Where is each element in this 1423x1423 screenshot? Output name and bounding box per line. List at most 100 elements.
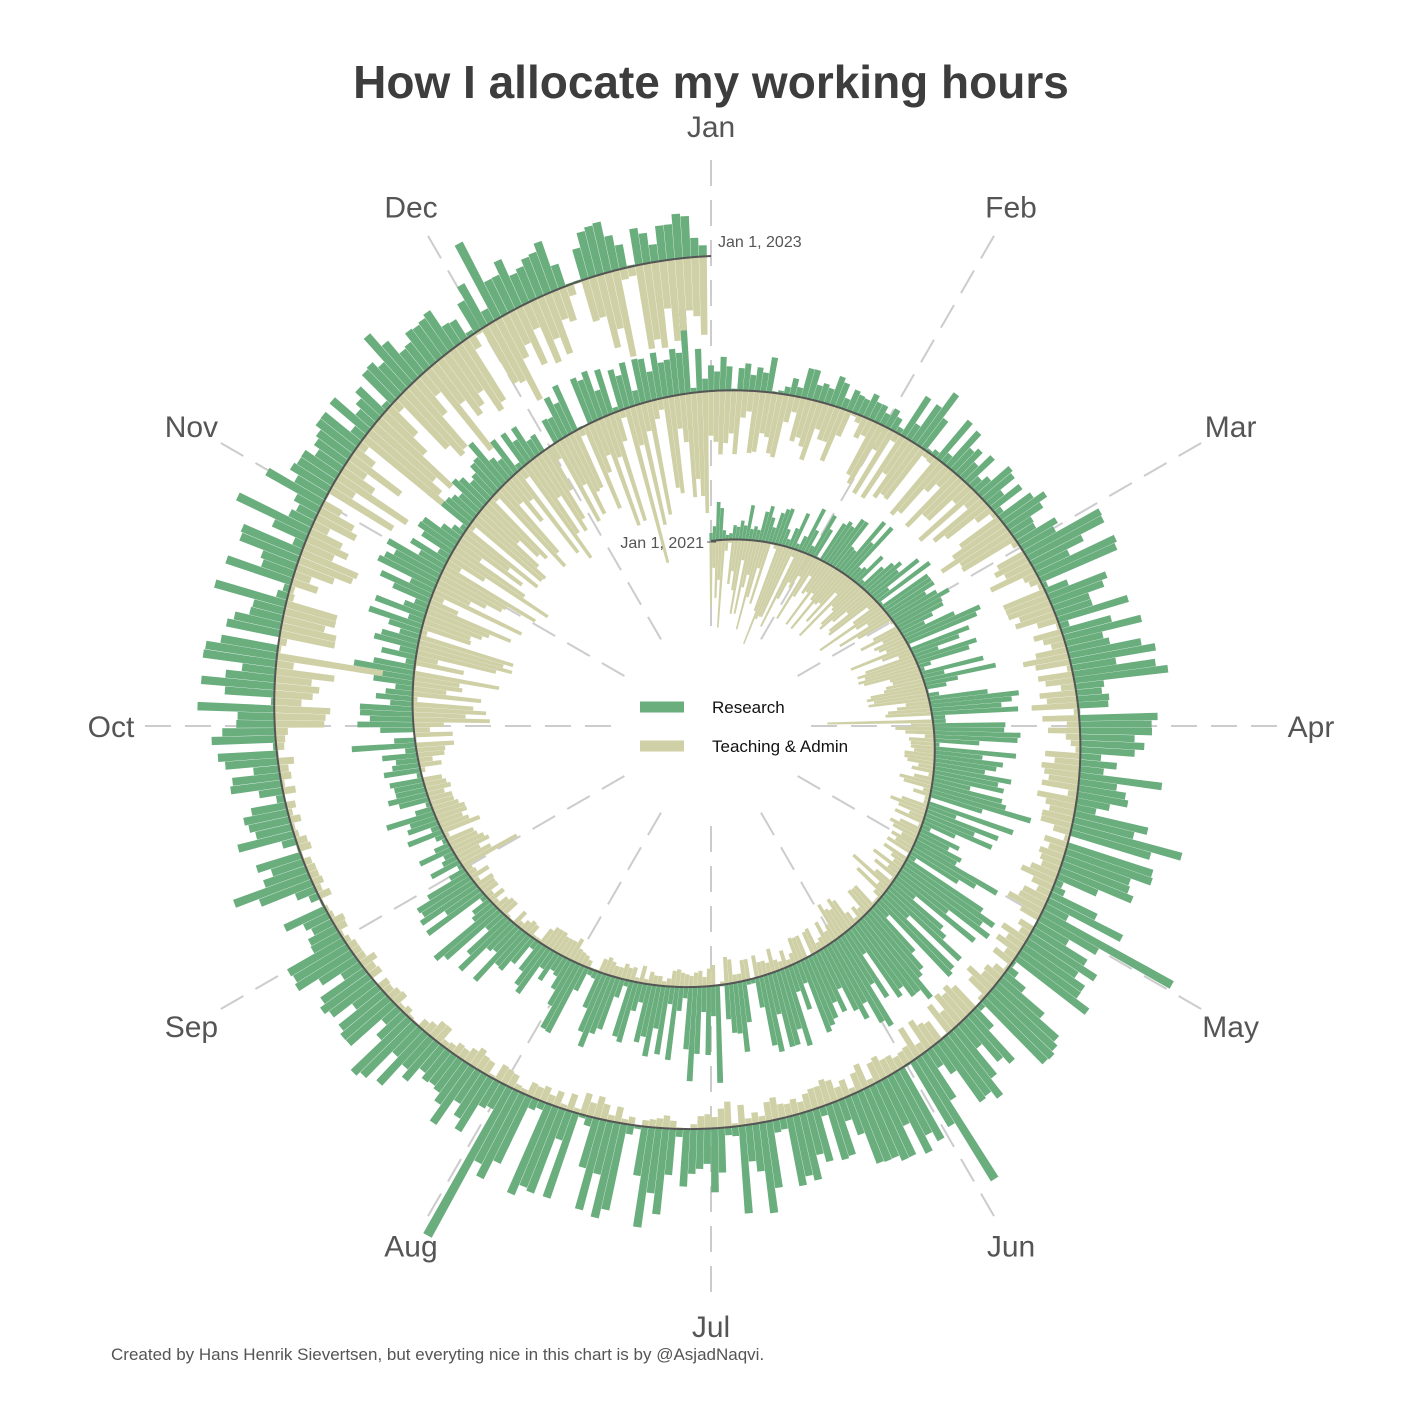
bar-research-2022-day-65 <box>1029 534 1084 567</box>
bar-teaching-2022-day-70 <box>1002 588 1047 611</box>
bar-teaching-2021-day-220 <box>547 929 565 950</box>
bar-teaching-2022-day-291 <box>284 600 338 622</box>
bar-teaching-2022-day-115 <box>1040 859 1061 873</box>
bar-research-2022-day-236 <box>352 984 382 1010</box>
bar-teaching-2021-day-189 <box>684 974 690 988</box>
bar-teaching-2021-day-251 <box>446 826 475 843</box>
bar-teaching-2021-day-133 <box>890 876 896 882</box>
bar-research-2022-day-107 <box>1072 817 1135 840</box>
bar-teaching-2021-day-260 <box>428 791 453 802</box>
bar-research-2021-day-75 <box>916 644 970 665</box>
bar-teaching-2022-day-89 <box>1031 702 1079 711</box>
bar-teaching-2021-day-12 <box>741 539 749 561</box>
bar-research-2022-day-225 <box>401 1039 440 1082</box>
bar-research-2022-day-246 <box>307 925 339 946</box>
bar-research-2022-day-362 <box>671 213 683 259</box>
bar-teaching-2021-day-319 <box>480 506 520 544</box>
bar-research-2022-day-92 <box>1079 720 1152 728</box>
legend-label-research: Research <box>712 698 785 717</box>
bar-teaching-2021-day-274 <box>413 727 430 733</box>
bar-teaching-2021-day-11 <box>729 539 745 614</box>
bar-teaching-2022-day-305 <box>321 500 343 517</box>
bar-teaching-2022-day-297 <box>297 556 354 585</box>
bar-research-2021-day-295 <box>407 613 425 624</box>
bar-teaching-2022-day-114 <box>1039 852 1063 867</box>
bar-research-2021-day-91 <box>932 719 946 724</box>
bar-teaching-2022-day-253 <box>311 875 325 886</box>
bar-teaching-2022-day-144 <box>939 1009 958 1030</box>
bar-research-2021-day-353 <box>631 389 641 406</box>
bar-teaching-2021-day-291 <box>417 639 504 669</box>
bar-research-2021-day-229 <box>486 921 516 952</box>
bar-teaching-2021-day-207 <box>602 956 614 975</box>
bar-research-2021-day-311 <box>422 516 459 546</box>
bar-research-2022-day-84 <box>1072 658 1156 678</box>
bar-teaching-2021-day-363 <box>691 392 701 480</box>
bar-teaching-2022-day-273 <box>275 735 286 743</box>
bar-research-2021-day-169 <box>771 971 796 1048</box>
bar-research-2021-day-275 <box>357 721 414 728</box>
bar-teaching-2022-day-270 <box>277 756 295 766</box>
bar-research-2021-day-283 <box>373 674 414 686</box>
bar-research-2022-day-340 <box>491 274 516 313</box>
bar-research-2021-day-106 <box>932 777 971 791</box>
bar-research-2021-day-139 <box>877 898 953 978</box>
bar-research-2021-day-69 <box>906 611 978 645</box>
bar-research-2021-day-86 <box>929 690 1020 705</box>
bar-teaching-2021-day-254 <box>439 814 470 830</box>
bar-research-2022-day-281 <box>225 669 276 683</box>
bar-research-2022-day-305 <box>265 467 325 507</box>
bar-research-2021-day-339 <box>543 396 569 438</box>
bar-research-2021-day-172 <box>759 975 778 1046</box>
bar-research-2022-day-265 <box>275 794 286 804</box>
bar-research-2021-day-355 <box>637 358 652 402</box>
bar-teaching-2022-day-342 <box>522 302 541 331</box>
bar-research-2022-day-329 <box>412 324 443 362</box>
bar-teaching-2022-day-331 <box>448 347 484 394</box>
bar-research-2021-day-65 <box>898 612 934 633</box>
bar-teaching-2021-day-17 <box>746 541 765 598</box>
bar-teaching-2022-day-343 <box>529 298 562 364</box>
bar-teaching-2022-day-137 <box>968 975 990 997</box>
bar-research-2021-day-62 <box>892 587 950 623</box>
bar-teaching-2022-day-147 <box>924 1020 943 1043</box>
bar-teaching-2021-day-280 <box>412 696 418 702</box>
bar-research-2021-day-148 <box>850 925 903 998</box>
bar-teaching-2022-day-9 <box>746 390 761 454</box>
bar-teaching-2022-day-77 <box>1033 628 1063 642</box>
bar-research-2022-day-308 <box>296 457 336 487</box>
bar-research-2022-day-335 <box>457 300 482 334</box>
bar-teaching-2021-day-10 <box>731 539 742 591</box>
bar-teaching-2022-day-36 <box>882 437 911 476</box>
bar-research-2021-day-15 <box>755 529 761 542</box>
bar-teaching-2021-day-27 <box>790 548 798 558</box>
bar-research-2022-day-196 <box>601 1123 628 1211</box>
bar-research-2021-day-256 <box>409 815 437 830</box>
bar-research-2021-day-198 <box>638 983 648 1003</box>
bar-teaching-2021-day-134 <box>874 868 893 886</box>
bar-research-2022-day-201 <box>583 1115 593 1127</box>
bar-teaching-2022-day-217 <box>481 1059 496 1076</box>
bar-teaching-2022-day-354 <box>611 269 637 358</box>
bar-research-2021-day-138 <box>879 895 955 971</box>
bar-research-2021-day-364 <box>694 348 703 393</box>
bar-research-2022-day-106 <box>1073 810 1149 835</box>
bar-teaching-2021-day-351 <box>624 407 670 564</box>
grid-line-mar <box>797 435 1214 677</box>
bar-teaching-2021-day-329 <box>518 467 530 480</box>
bar-teaching-2021-day-259 <box>429 795 455 807</box>
bar-research-2022-day-28 <box>863 393 880 419</box>
bar-teaching-2021-day-238 <box>481 880 499 895</box>
bar-teaching-2021-day-222 <box>539 928 554 945</box>
bar-teaching-2022-day-154 <box>892 1055 905 1070</box>
grid-line-dec <box>420 223 662 640</box>
bar-teaching-2022-day-3 <box>718 390 726 455</box>
bar-research-2021-day-1 <box>709 533 713 542</box>
bar-research-2022-day-248 <box>303 912 331 931</box>
bar-research-2021-day-117 <box>922 820 956 839</box>
bar-teaching-2022-day-264 <box>285 800 297 810</box>
bar-teaching-2022-day-25 <box>835 409 852 438</box>
bar-teaching-2021-day-48 <box>831 583 861 612</box>
bar-teaching-2022-day-169 <box>801 1092 813 1112</box>
bar-teaching-2022-day-17 <box>789 397 807 442</box>
